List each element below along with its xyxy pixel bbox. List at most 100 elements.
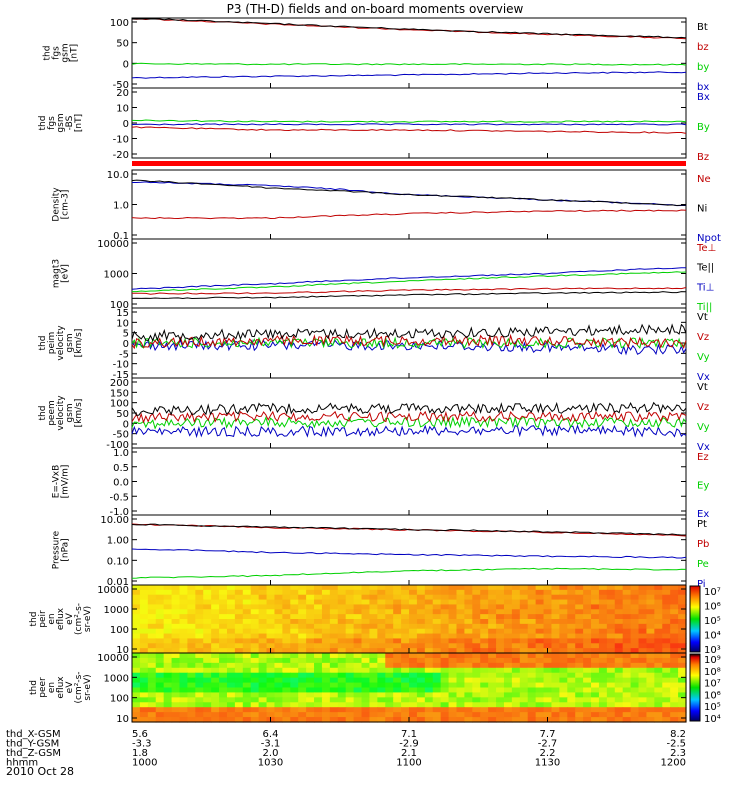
spec-cell (519, 682, 529, 689)
spec-cell (678, 667, 687, 674)
spec-cell (258, 599, 268, 606)
spec-cell (464, 628, 473, 635)
spec-cell (132, 585, 141, 591)
spec-cell (242, 648, 252, 654)
spec-cell (591, 638, 600, 644)
spec-cell (567, 599, 576, 606)
spec-cell (226, 657, 236, 664)
spec-cell (551, 614, 560, 620)
spec-cell (630, 707, 640, 713)
spec-cell (606, 712, 616, 718)
spec-cell (583, 623, 592, 630)
spec-cell (551, 638, 560, 644)
spec-cell (139, 648, 149, 654)
spec-cell (496, 604, 505, 610)
spec-cell (345, 638, 355, 644)
spec-cell (614, 638, 624, 644)
spec-cell (591, 662, 600, 669)
spec-cell (416, 697, 426, 703)
spec-cell (329, 594, 339, 601)
spec-cell (527, 672, 537, 679)
spec-cell (551, 697, 560, 703)
spec-cell (187, 702, 196, 708)
spec-cell (139, 667, 149, 674)
spec-cell (393, 697, 402, 703)
y-tick-label: 1.0 (113, 448, 129, 459)
spec-cell (321, 589, 331, 596)
spec-cell (219, 609, 228, 615)
spec-cell (306, 628, 315, 635)
spec-cell (591, 633, 600, 640)
spec-cell (369, 667, 378, 674)
spec-cell (321, 594, 331, 601)
spec-cell (250, 638, 260, 644)
spec-cell (219, 648, 228, 654)
spec-cell (654, 672, 663, 679)
spec-cell (440, 585, 450, 591)
spec-cell (535, 682, 545, 689)
spec-cell (480, 672, 489, 679)
y-axis-label-line: eV (65, 612, 75, 625)
spec-cell (163, 702, 173, 708)
legend-ez: Ez (697, 452, 709, 463)
spec-cell (464, 657, 473, 664)
spec-cell (361, 697, 371, 703)
spec-cell (519, 702, 529, 708)
spec-cell (511, 682, 521, 689)
spec-cell (630, 614, 640, 620)
spec-cell (591, 643, 600, 649)
spec-cell (361, 707, 371, 713)
colorbar (689, 653, 701, 722)
y-axis-label-line: [eV] (61, 264, 71, 283)
spec-cell (195, 604, 204, 610)
spec-cell (432, 662, 442, 669)
spec-cell (171, 594, 181, 601)
spec-cell (409, 692, 418, 698)
spec-cell (369, 594, 378, 601)
spec-cell (559, 702, 568, 708)
spec-cell (393, 648, 402, 654)
spec-cell (329, 712, 339, 718)
spec-cell (606, 648, 616, 654)
spec-cell (630, 643, 640, 649)
spec-cell (329, 643, 339, 649)
spec-cell (480, 648, 489, 654)
spec-cell (226, 697, 236, 703)
spec-cell (139, 604, 149, 610)
spec-cell (409, 638, 418, 644)
spec-cell (496, 633, 505, 640)
spec-cell (258, 677, 268, 684)
y-axis-label: thd peim velocity gsm [km/s] (38, 325, 84, 361)
spec-cell (369, 677, 378, 684)
spec-cell (314, 682, 323, 689)
y-axis-label-line: gsm (65, 403, 75, 422)
spec-cell (519, 594, 529, 601)
spec-cell (630, 712, 640, 718)
spec-cell (416, 585, 426, 591)
spec-cell (480, 682, 489, 689)
spec-cell (496, 667, 505, 674)
spec-cell (132, 667, 141, 674)
spec-cell (527, 648, 537, 654)
spec-cell (416, 589, 426, 596)
spec-cell (250, 677, 260, 684)
spec-cell (401, 648, 410, 654)
spec-cell (250, 717, 260, 723)
spec-cell (377, 604, 386, 610)
spec-cell (527, 609, 537, 615)
spec-cell (234, 594, 244, 601)
spec-cell (147, 707, 157, 713)
colorbar-label: 10⁵ (704, 702, 721, 713)
spec-cell (321, 599, 331, 606)
spec-cell (203, 633, 212, 640)
spec-cell (377, 697, 386, 703)
spec-cell (480, 594, 489, 601)
spec-cell (559, 589, 568, 596)
spec-cell (638, 609, 648, 615)
spec-cell (511, 585, 521, 591)
spec-cell (274, 653, 283, 659)
spec-cell (266, 628, 276, 635)
spec-cell (219, 643, 228, 649)
